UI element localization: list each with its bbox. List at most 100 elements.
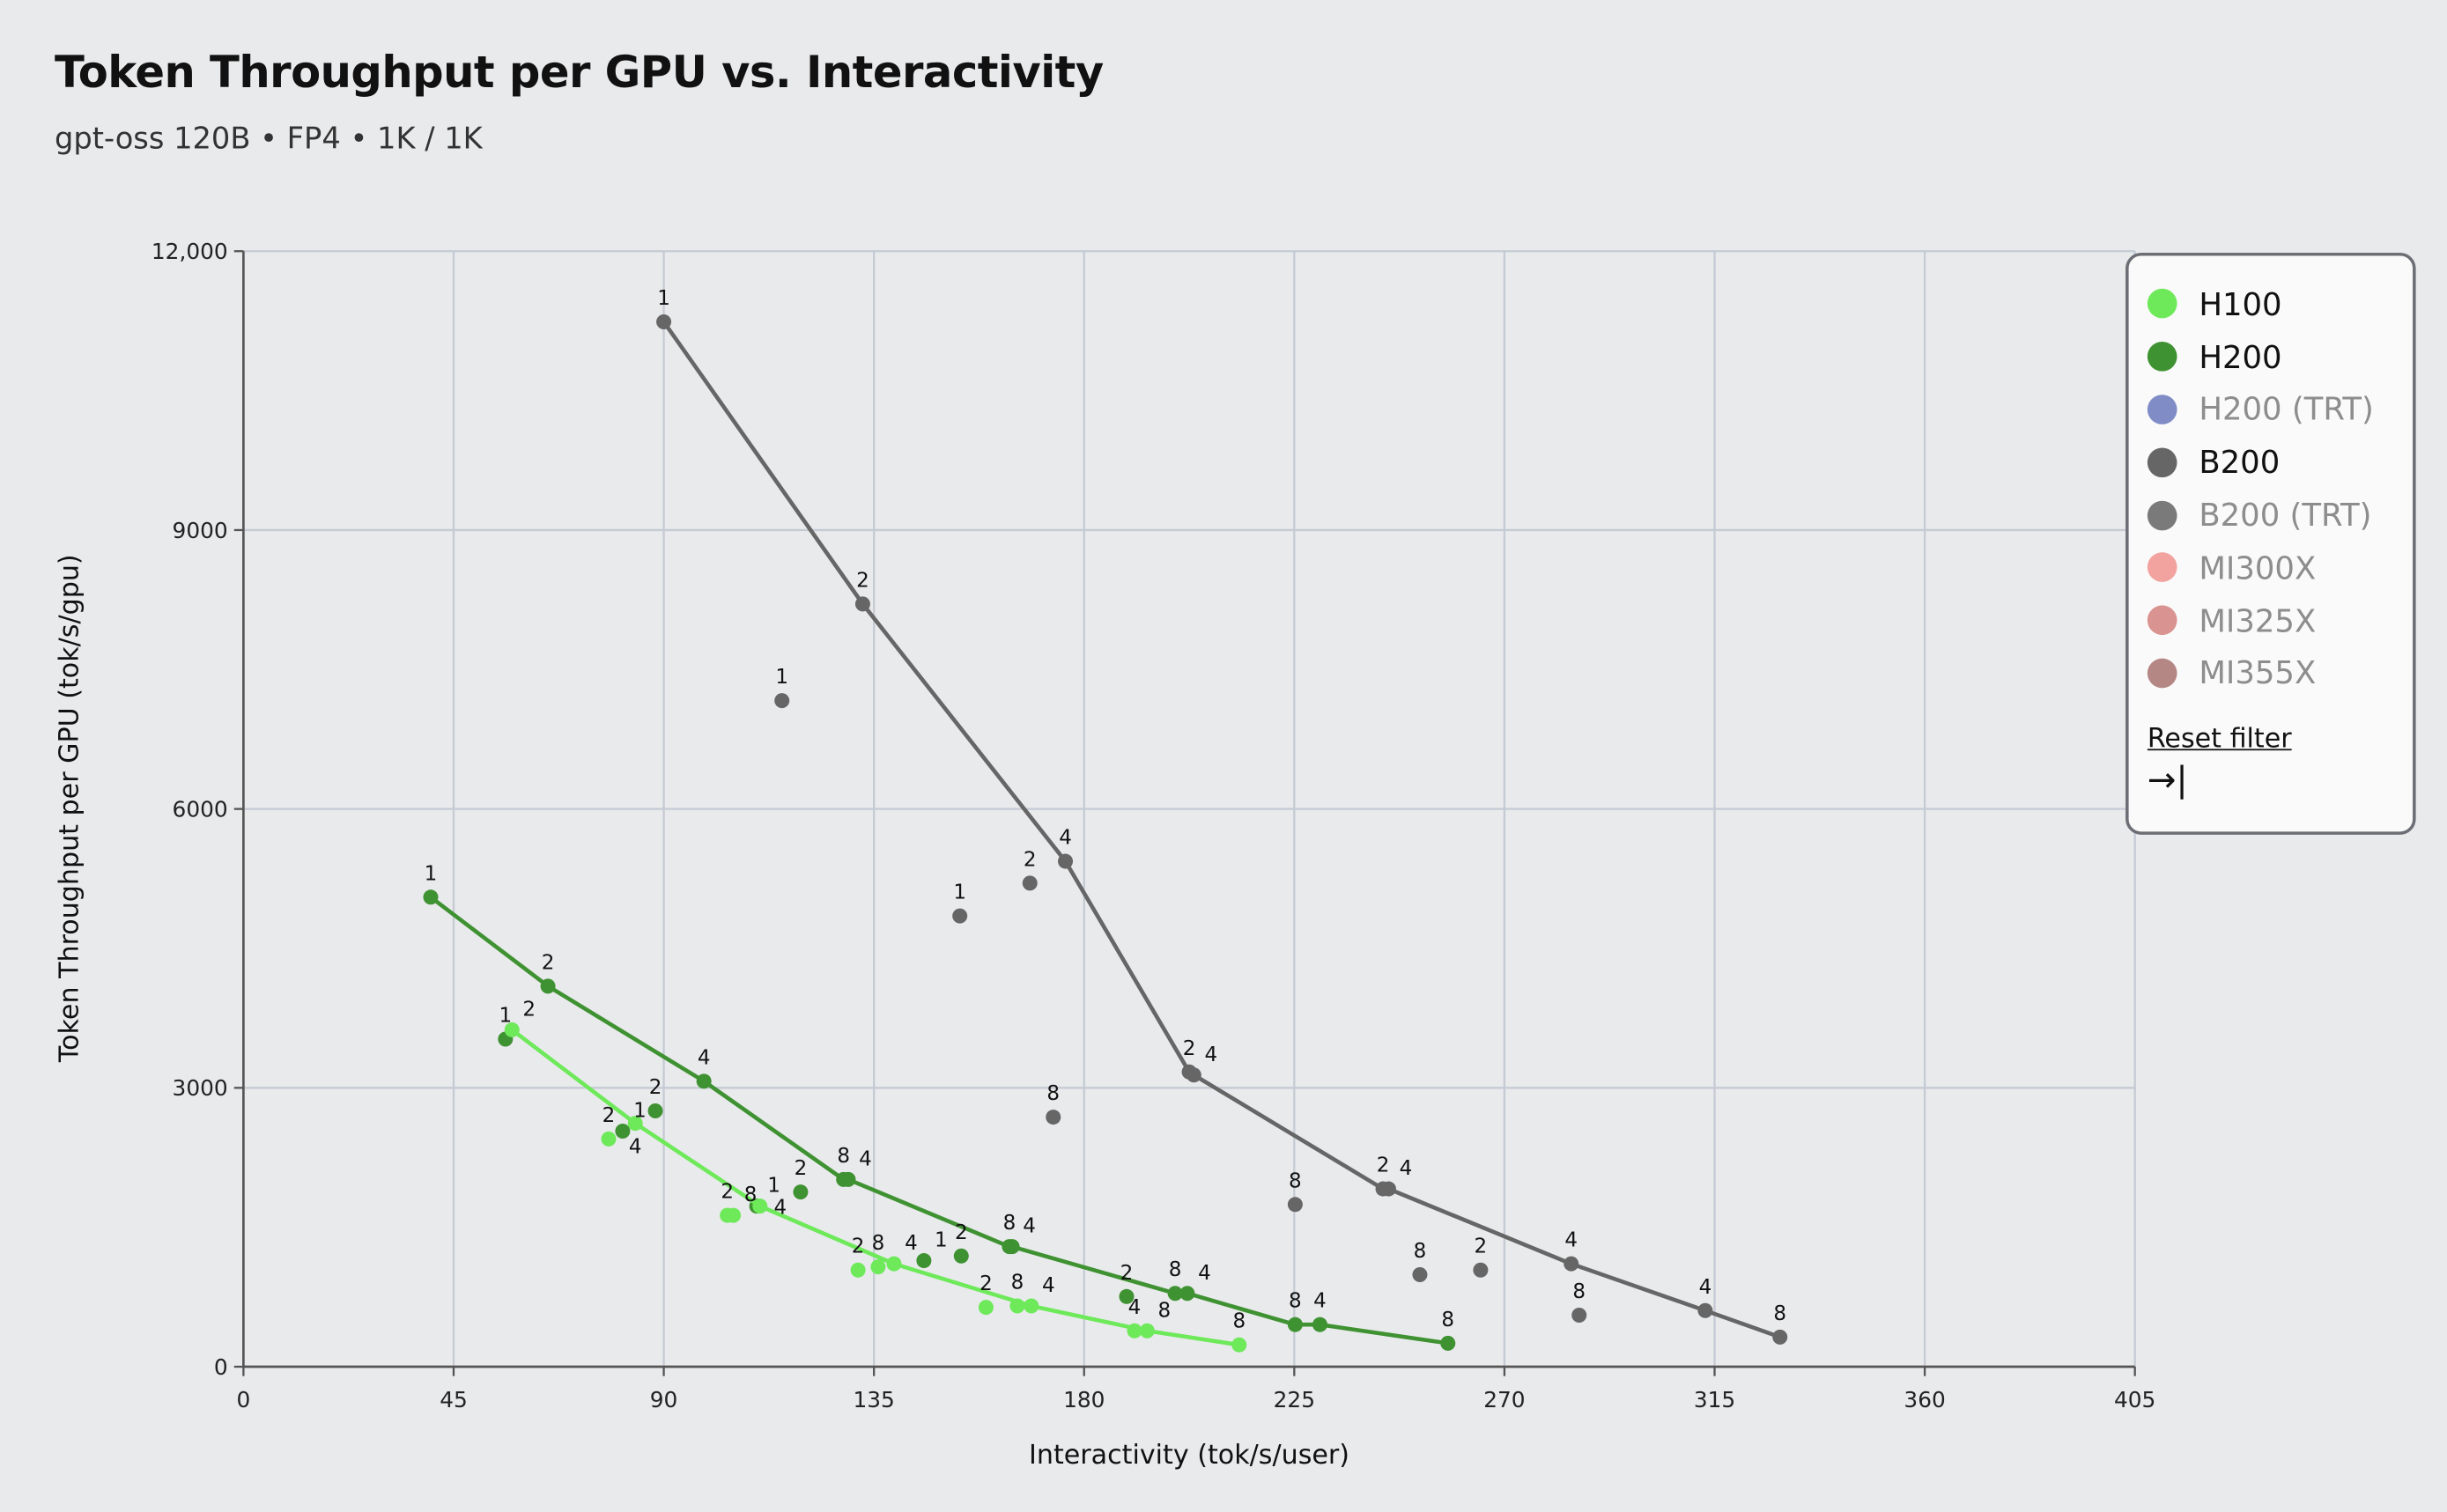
data-point-label: 2 [955, 1221, 968, 1244]
data-point [1231, 1337, 1247, 1353]
y-tick-label: 9000 [173, 518, 228, 543]
data-point [1127, 1323, 1142, 1339]
data-point [1772, 1329, 1788, 1345]
legend-label: B200 (TRT) [2199, 496, 2372, 535]
legend-label: MI355X [2199, 654, 2317, 692]
reset-filter-link[interactable]: Reset filter [2147, 724, 2292, 756]
data-point-label: 2 [795, 1157, 808, 1180]
data-point-label: 4 [773, 1196, 787, 1219]
data-point-label: 8 [1232, 1310, 1246, 1333]
data-point [647, 1103, 663, 1119]
legend-dot-icon [2147, 342, 2177, 372]
legend-label: MI325X [2199, 601, 2317, 639]
data-point-label: 4 [1023, 1215, 1036, 1238]
data-point-label: 8 [1572, 1280, 1586, 1303]
legend-item-mi325x[interactable]: MI325X [2147, 594, 2394, 647]
legend-item-h100[interactable]: H100 [2147, 277, 2394, 330]
data-point [615, 1124, 631, 1140]
data-point-label: 4 [1059, 827, 1072, 850]
legend-item-b200-trt[interactable]: B200 (TRT) [2147, 489, 2394, 542]
data-point [840, 1171, 856, 1187]
legend-item-h200[interactable]: H200 [2147, 330, 2394, 383]
legend-item-h200-trt[interactable]: H200 (TRT) [2147, 383, 2394, 436]
data-point-label: 4 [1313, 1290, 1327, 1313]
legend-dot-icon [2147, 605, 2177, 636]
data-point [1167, 1286, 1183, 1302]
data-point-label: 4 [629, 1135, 642, 1158]
data-point-label: 4 [905, 1232, 918, 1255]
data-point [504, 1022, 520, 1037]
data-point-label: 4 [1204, 1044, 1217, 1066]
series-h200 [423, 889, 1456, 1351]
x-tick-label: 45 [440, 1387, 468, 1412]
data-marks [423, 313, 1788, 1353]
data-point-label: 1 [499, 1005, 512, 1028]
data-point-label: 1 [767, 1175, 780, 1198]
x-tick-label: 360 [1904, 1387, 1945, 1412]
data-point-label: 2 [542, 951, 555, 974]
data-point [952, 908, 968, 924]
data-point [1009, 1298, 1025, 1314]
legend-dot-icon [2147, 395, 2177, 424]
x-tick-label: 270 [1483, 1387, 1525, 1412]
axes: 0 45 90 135 180 225 270 315 360 405 0 3000 6000 9000 1… [152, 239, 2155, 1412]
data-point [953, 1248, 969, 1264]
data-point-label: 2 [1377, 1154, 1390, 1177]
legend-dot-icon [2147, 289, 2177, 320]
data-point [1287, 1197, 1303, 1213]
legend-item-b200[interactable]: B200 [2147, 436, 2394, 489]
data-point [540, 978, 556, 994]
legend-dot-icon [2147, 658, 2177, 689]
data-point-label: 4 [1042, 1274, 1055, 1297]
data-point [886, 1256, 902, 1272]
data-point [1440, 1335, 1456, 1351]
data-point-label: 2 [522, 999, 536, 1022]
data-point [423, 889, 439, 905]
data-point [793, 1184, 809, 1200]
data-point-label: 2 [721, 1181, 734, 1204]
grid [243, 250, 2136, 1368]
series-b200 [656, 313, 1788, 1345]
y-axis-label: Token Throughput per GPU (tok/s/gpu) [55, 554, 85, 1063]
legend-dot-icon [2147, 552, 2177, 583]
legend-item-mi300x[interactable]: MI300X [2147, 542, 2394, 594]
x-tick-label: 135 [853, 1387, 894, 1412]
y-tick-label: 12,000 [152, 239, 228, 264]
legend-label: B200 [2199, 443, 2281, 482]
data-point-label: 8 [1003, 1212, 1017, 1235]
legend-item-mi355x[interactable]: MI355X [2147, 647, 2394, 700]
data-point [1697, 1302, 1713, 1318]
x-tick-label: 90 [650, 1387, 678, 1412]
y-tick-label: 6000 [173, 796, 228, 822]
data-point [1022, 875, 1038, 891]
data-point [870, 1259, 886, 1275]
data-point-label: 8 [1289, 1290, 1302, 1313]
data-point-label: 2 [852, 1235, 865, 1258]
data-point [1046, 1110, 1061, 1125]
series-line [662, 321, 1781, 1339]
data-point-label: 1 [775, 666, 788, 689]
data-point-label: 8 [744, 1184, 758, 1206]
data-point-label: 2 [1120, 1262, 1134, 1285]
data-point-label: 1 [633, 1100, 647, 1123]
data-point-label: 8 [1773, 1302, 1786, 1325]
data-point-label: 4 [1128, 1296, 1142, 1319]
legend: H100 H200 H200 (TRT) B200 B200 (TRT) MI300X MI… [2125, 253, 2416, 835]
data-point-label: 8 [1011, 1271, 1024, 1294]
legend-label: H200 (TRT) [2199, 390, 2374, 429]
arrow-right-to-bar-icon[interactable]: →| [2147, 762, 2188, 801]
data-point [978, 1300, 994, 1316]
x-tick-label: 180 [1063, 1387, 1105, 1412]
data-point [774, 693, 790, 709]
data-point-label: 8 [1169, 1258, 1182, 1281]
data-point [1380, 1181, 1396, 1197]
data-point-label: 4 [1198, 1262, 1211, 1285]
data-point-label: 1 [657, 287, 670, 310]
x-axis-label: Interactivity (tok/s/user) [1029, 1440, 1349, 1471]
data-point-label: 1 [935, 1229, 948, 1252]
legend-dot-icon [2147, 447, 2177, 477]
data-point [1058, 853, 1074, 869]
data-point [601, 1131, 617, 1147]
